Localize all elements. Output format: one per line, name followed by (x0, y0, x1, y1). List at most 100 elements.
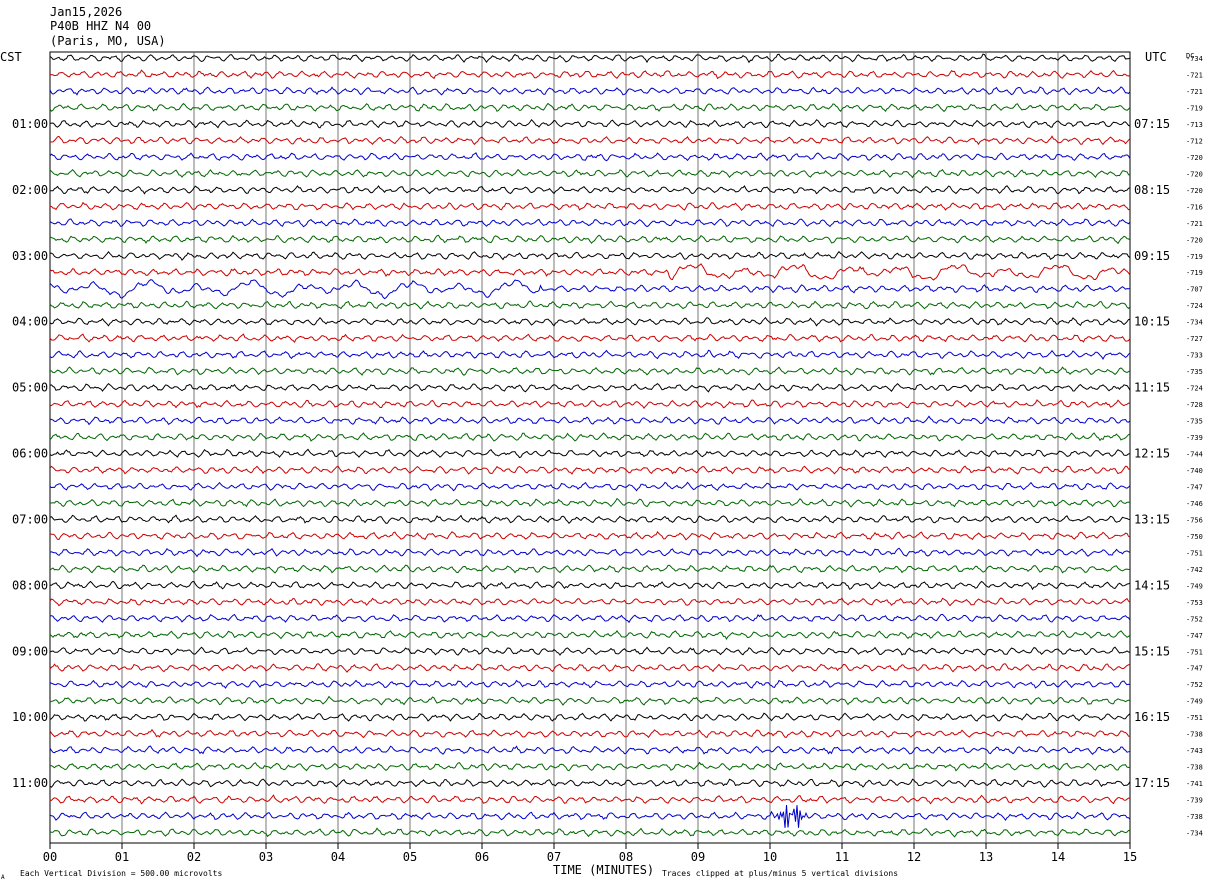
trace-line (49, 629, 1131, 640)
utc-hour-label: 09:15 (1134, 249, 1170, 263)
dc-offset-value: -735 (1186, 418, 1203, 426)
trace-line (49, 333, 1131, 343)
dc-offset-value: -733 (1186, 352, 1203, 360)
dc-offset-value: -756 (1186, 516, 1203, 524)
dc-offset-value: -741 (1186, 780, 1203, 788)
trace-line (49, 794, 1131, 805)
x-tick-label: 05 (403, 850, 417, 864)
trace-line (49, 827, 1131, 838)
dc-offset-value: -738 (1186, 764, 1203, 772)
utc-hour-label: 12:15 (1134, 447, 1170, 461)
cst-hour-label: 01:00 (12, 117, 48, 131)
trace-line (49, 201, 1131, 211)
x-tick-label: 01 (115, 850, 129, 864)
dc-offset-value: -751 (1186, 648, 1203, 656)
dc-offset-value: -739 (1186, 797, 1203, 805)
utc-hour-label: 15:15 (1134, 644, 1170, 658)
dc-offset-value: -742 (1186, 566, 1203, 574)
trace-line (49, 531, 1131, 541)
trace-line (49, 679, 1131, 689)
trace-line (49, 695, 1131, 706)
trace-line (49, 778, 1131, 788)
dc-offset-value: -721 (1186, 71, 1203, 79)
dc-offset-value: -735 (1186, 368, 1203, 376)
dc-offset-value: -749 (1186, 698, 1203, 706)
plot-frame (49, 51, 1131, 844)
dc-offset-value: -719 (1186, 253, 1203, 261)
x-tick-label: 08 (619, 850, 633, 864)
utc-hour-label: 07:15 (1134, 117, 1170, 131)
dc-offset-value: -734 (1186, 830, 1203, 838)
dc-offset-value: -713 (1186, 121, 1203, 129)
clip-note: Traces clipped at plus/minus 5 vertical … (662, 869, 898, 878)
x-tick-label: 07 (547, 850, 561, 864)
dc-offset-value: -734 (1186, 319, 1203, 327)
utc-hour-label: 08:15 (1134, 183, 1170, 197)
trace-line (49, 613, 1131, 624)
trace-line (49, 53, 1131, 64)
dc-offset-value: -746 (1186, 500, 1203, 508)
trace-line (49, 263, 1131, 281)
dc-offset-value: -751 (1186, 549, 1203, 557)
dc-offset-value: -747 (1186, 483, 1203, 491)
scale-note: Each Vertical Division = 500.00 microvol… (20, 869, 222, 878)
seismic-traces (49, 53, 1131, 838)
x-tick-label: 04 (331, 850, 345, 864)
x-axis-title: TIME (MINUTES) (553, 863, 654, 877)
trace-line (49, 399, 1131, 409)
dc-offset-value: -752 (1186, 681, 1203, 689)
trace-line (49, 564, 1131, 574)
dc-offset-value: -719 (1186, 104, 1203, 112)
x-tick-label: 00 (43, 850, 57, 864)
cst-hour-label: 02:00 (12, 183, 48, 197)
trace-line (49, 185, 1131, 195)
dc-offset-value: -753 (1186, 599, 1203, 607)
dc-offset-value: -751 (1186, 714, 1203, 722)
trace-line (49, 465, 1131, 475)
trace-line (49, 547, 1131, 558)
cst-hour-label: 09:00 (12, 644, 48, 658)
header-date: Jan15,2026 (50, 5, 122, 19)
cst-hour-label: 08:00 (12, 578, 48, 592)
grid-lines (49, 51, 1131, 844)
cst-hour-label: 11:00 (12, 776, 48, 790)
utc-hour-label: 11:15 (1134, 381, 1170, 395)
dc-offset-value: -750 (1186, 533, 1203, 541)
cst-hour-label: 05:00 (12, 381, 48, 395)
right-timezone-label: UTC (1145, 50, 1167, 64)
dc-offset-value: -738 (1186, 813, 1203, 821)
x-tick-label: 10 (763, 850, 777, 864)
dc-offset-value: -719 (1186, 269, 1203, 277)
dc-offset-value: -720 (1186, 187, 1203, 195)
x-axis: 00 01 02 03 04 05 06 07 08 09 10 11 12 13 14 15 (43, 843, 1137, 864)
left-timezone-label: CST (0, 50, 22, 64)
x-tick-label: 09 (691, 850, 705, 864)
dc-offset-value: -747 (1186, 665, 1203, 673)
trace-line (49, 663, 1131, 673)
cst-hour-label: 07:00 (12, 512, 48, 526)
trace-line (49, 69, 1131, 80)
dc-offset-labels: -734 -721 -721 -719 -713 -712 -720 -720 -720 -716… (1186, 55, 1203, 838)
trace-line (49, 135, 1131, 146)
dc-offset-value: -743 (1186, 747, 1203, 755)
trace-line (49, 152, 1131, 162)
cst-hour-label: 10:00 (12, 710, 48, 724)
trace-line (49, 804, 1131, 828)
trace-line (49, 580, 1131, 591)
dc-offset-value: -752 (1186, 615, 1203, 623)
x-tick-label: 14 (1051, 850, 1065, 864)
trace-line (49, 250, 1131, 261)
dc-offset-value: -739 (1186, 434, 1203, 442)
dc-offset-value: -720 (1186, 236, 1203, 244)
trace-line (49, 712, 1131, 722)
x-tick-label: 13 (979, 850, 993, 864)
cst-hour-label: 06:00 (12, 447, 48, 461)
trace-line (49, 316, 1131, 327)
trace-line (49, 646, 1131, 656)
trace-line (49, 119, 1131, 129)
trace-line (49, 432, 1131, 442)
cst-hour-labels: 01:00 02:00 03:00 04:00 05:00 06:00 07:00 08:00… (12, 117, 48, 790)
dc-offset-value: -724 (1186, 385, 1203, 393)
trace-line (49, 382, 1131, 393)
dc-offset-value: -747 (1186, 632, 1203, 640)
